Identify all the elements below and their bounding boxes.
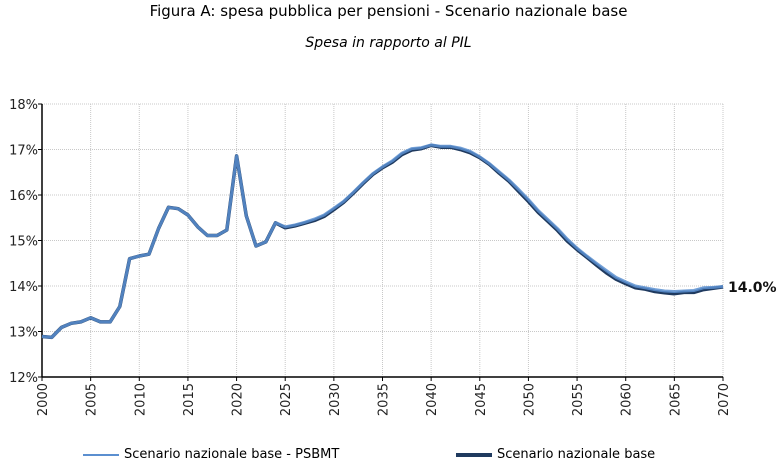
series-lines	[41, 143, 724, 340]
x-tick-label: 2015	[182, 383, 197, 416]
gridlines	[42, 103, 724, 377]
legend-item-base: Scenario nazionale base	[456, 447, 655, 462]
x-tick-label: 2070	[717, 383, 732, 416]
y-tick-label: 13%	[9, 326, 38, 341]
y-tick-label: 12%	[9, 371, 38, 386]
x-tick-label: 2010	[133, 383, 148, 416]
chart-title: Figura A: spesa pubblica per pensioni - …	[149, 2, 628, 20]
y-tick-label: 18%	[9, 98, 38, 113]
x-tick-label: 2020	[231, 383, 246, 416]
axes	[38, 103, 724, 381]
x-tick-label: 2065	[668, 383, 683, 416]
y-tick-label: 14%	[9, 280, 38, 295]
x-tick-label: 2035	[377, 383, 392, 416]
x-tick-label: 2050	[522, 383, 537, 416]
x-tick-label: 2030	[328, 383, 343, 416]
y-tick-label: 17%	[9, 144, 38, 159]
x-tick-label: 2000	[36, 383, 51, 416]
x-tick-label: 2025	[279, 383, 294, 416]
legend-label-base: Scenario nazionale base	[497, 447, 656, 462]
series-line-psbmt	[41, 143, 724, 339]
legend-swatch-base	[456, 452, 492, 457]
end-value-label: 14.0%	[728, 280, 777, 296]
x-tick-label: 2055	[571, 383, 586, 416]
x-tick-label: 2040	[425, 383, 440, 416]
tick-labels: 12% 13% 14% 15% 16% 17% 18% 2000 2005 2010 2015 202…	[9, 98, 776, 416]
x-tick-label: 2060	[620, 383, 635, 416]
legend-item-psbmt: Scenario nazionale base - PSBMT	[83, 447, 339, 462]
y-tick-label: 16%	[9, 189, 38, 204]
legend-label-psbmt: Scenario nazionale base - PSBMT	[124, 447, 340, 462]
legend-swatch-psbmt	[83, 453, 119, 456]
chart-subtitle: Spesa in rapporto al PIL	[305, 35, 472, 51]
x-tick-label: 2045	[474, 383, 489, 416]
y-tick-label: 15%	[9, 235, 38, 250]
x-tick-label: 2005	[85, 383, 100, 416]
